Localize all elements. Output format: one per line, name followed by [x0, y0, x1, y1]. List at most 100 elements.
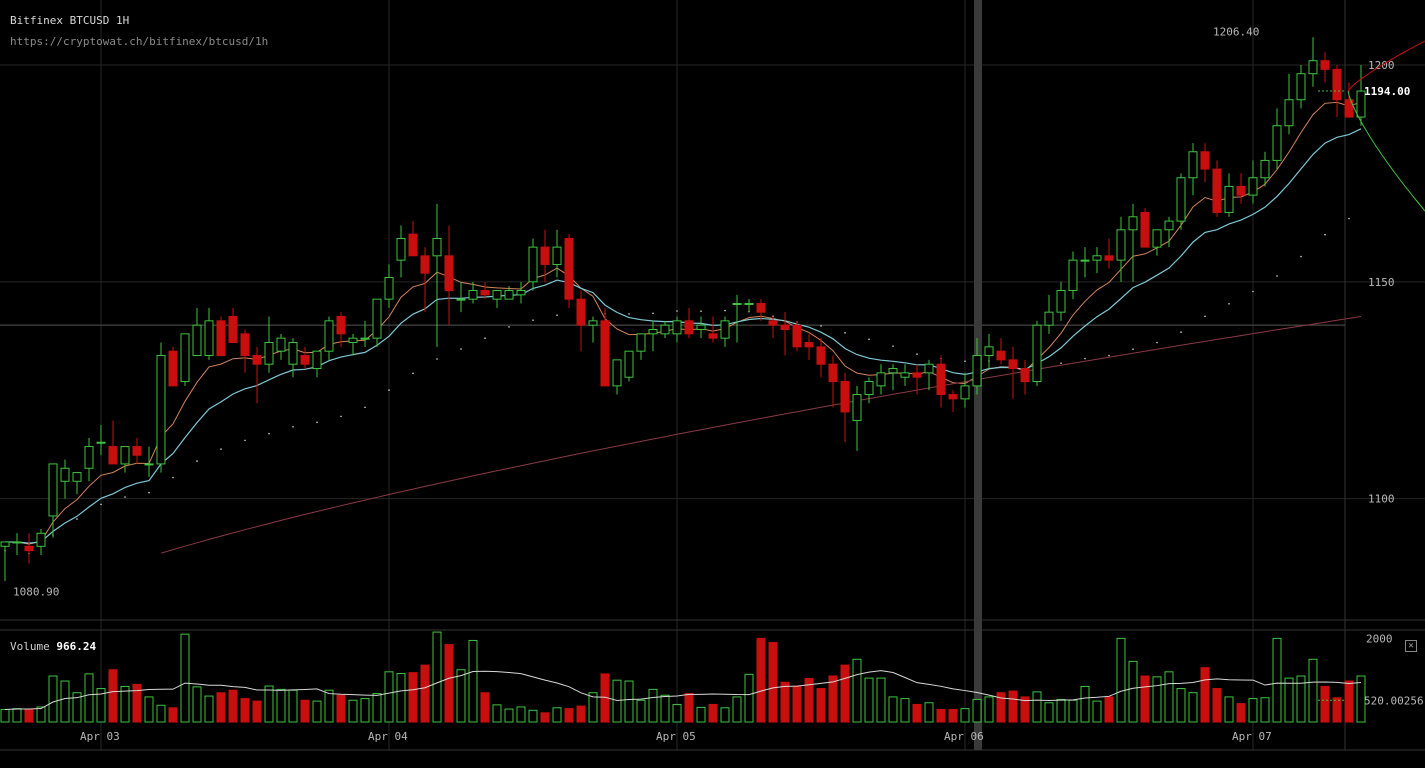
- x-tick-label: Apr 06: [944, 730, 984, 743]
- volume-bar: [468, 639, 478, 723]
- orderbook-depth: [1347, 40, 1425, 212]
- candle-body: [1008, 359, 1018, 370]
- volume-bar: [12, 708, 22, 723]
- dotted-ma-point: [868, 338, 870, 341]
- dotted-ma-point: [124, 496, 126, 498]
- volume-bar: [372, 693, 382, 723]
- dotted-ma-point: [1084, 357, 1086, 360]
- dotted-ma-point: [76, 518, 78, 520]
- candle-body: [336, 316, 346, 335]
- volume-bar: [24, 708, 34, 723]
- close-volume-icon[interactable]: ✕: [1405, 640, 1417, 652]
- candle-body: [1212, 168, 1222, 213]
- dotted-ma-point: [148, 491, 150, 494]
- volume-bar: [948, 708, 958, 723]
- volume-bar: [396, 672, 406, 723]
- volume-bar: [108, 669, 118, 723]
- volume-bar: [1008, 690, 1018, 723]
- volume-bar: [732, 696, 742, 723]
- volume-bar: [492, 704, 502, 723]
- volume-bar: [216, 692, 226, 723]
- x-tick-label: Apr 07: [1232, 730, 1272, 743]
- dotted-ma-point: [412, 372, 414, 375]
- volume-bar: [936, 708, 946, 723]
- volume-bar: [516, 706, 526, 723]
- x-tick-label: Apr 04: [368, 730, 408, 743]
- volume-bar: [1284, 677, 1294, 723]
- candle-body: [528, 246, 538, 283]
- volume-bar: [384, 671, 394, 723]
- candle-body: [456, 298, 466, 301]
- volume-bar: [264, 685, 274, 723]
- dotted-ma-point: [292, 426, 294, 428]
- volume-bar: [120, 685, 130, 723]
- volume-bar: [576, 705, 586, 723]
- high-price-label: 1206.40: [1213, 25, 1259, 38]
- candle-body: [204, 320, 214, 357]
- candle-body: [444, 255, 454, 291]
- candle-body: [576, 298, 586, 326]
- candle-body: [300, 355, 310, 365]
- dotted-ma-point: [916, 353, 918, 355]
- dotted-ma-point: [1276, 275, 1278, 277]
- candle-body: [264, 342, 274, 365]
- volume-bars: [0, 631, 1366, 723]
- candle-body: [60, 467, 70, 482]
- candle-body: [312, 350, 322, 370]
- volume-bar: [72, 692, 82, 723]
- volume-bar: [324, 689, 334, 723]
- volume-bar: [1272, 637, 1282, 723]
- candle-body: [108, 446, 118, 465]
- volume-bar: [540, 712, 550, 723]
- dotted-ma-point: [1252, 290, 1254, 293]
- time-axis: Apr 03 Apr 04 Apr 05 Apr 06 Apr 07: [80, 730, 1272, 743]
- x-tick-label: Apr 05: [656, 730, 696, 743]
- volume-bar: [1104, 696, 1114, 723]
- dotted-ma-point: [556, 314, 558, 317]
- volume-bar: [624, 680, 634, 723]
- volume-bar: [312, 700, 322, 723]
- candle-body: [840, 381, 850, 413]
- volume-bar: [336, 694, 346, 723]
- candle-body: [912, 372, 922, 378]
- dotted-ma-point: [268, 432, 270, 435]
- candle-body: [600, 320, 610, 387]
- volume-bar: [768, 642, 778, 723]
- volume-bar: [828, 675, 838, 723]
- volume-bar: [996, 692, 1006, 723]
- volume-bar: [756, 637, 766, 723]
- candle-body: [1284, 99, 1294, 127]
- candle-body: [1356, 90, 1366, 118]
- volume-bar: [1080, 685, 1090, 723]
- candle-body: [1032, 324, 1042, 383]
- candle-body: [864, 381, 874, 396]
- candlesticks: [0, 37, 1366, 581]
- candle-body: [228, 316, 238, 344]
- candle-body: [1224, 185, 1234, 213]
- candle-body: [12, 541, 22, 544]
- volume-value: 966.24: [56, 640, 97, 653]
- dotted-ma-point: [652, 312, 654, 315]
- dotted-ma-point: [100, 503, 102, 506]
- volume-bar: [360, 698, 370, 723]
- candle-body: [1080, 259, 1090, 262]
- dotted-ma-point: [700, 310, 702, 312]
- volume-bar: [1200, 667, 1210, 723]
- volume-bar: [0, 708, 10, 723]
- volume-bar: [708, 703, 718, 723]
- y-tick-label: 1100: [1368, 493, 1395, 506]
- dotted-ma-point: [508, 326, 510, 328]
- candle-body: [168, 350, 178, 387]
- volume-bar: [144, 696, 154, 723]
- candle-body: [72, 472, 82, 482]
- candle-body: [1200, 151, 1210, 170]
- candle-body: [288, 342, 298, 365]
- candle-body: [588, 320, 598, 326]
- dotted-ma-point: [364, 406, 366, 409]
- volume-bar: [444, 644, 454, 723]
- ask-depth-line: [1347, 40, 1425, 92]
- dotted-ma-point: [484, 337, 486, 339]
- volume-bar: [1308, 658, 1318, 723]
- chart-url[interactable]: https://cryptowat.ch/bitfinex/btcusd/1h: [10, 35, 269, 48]
